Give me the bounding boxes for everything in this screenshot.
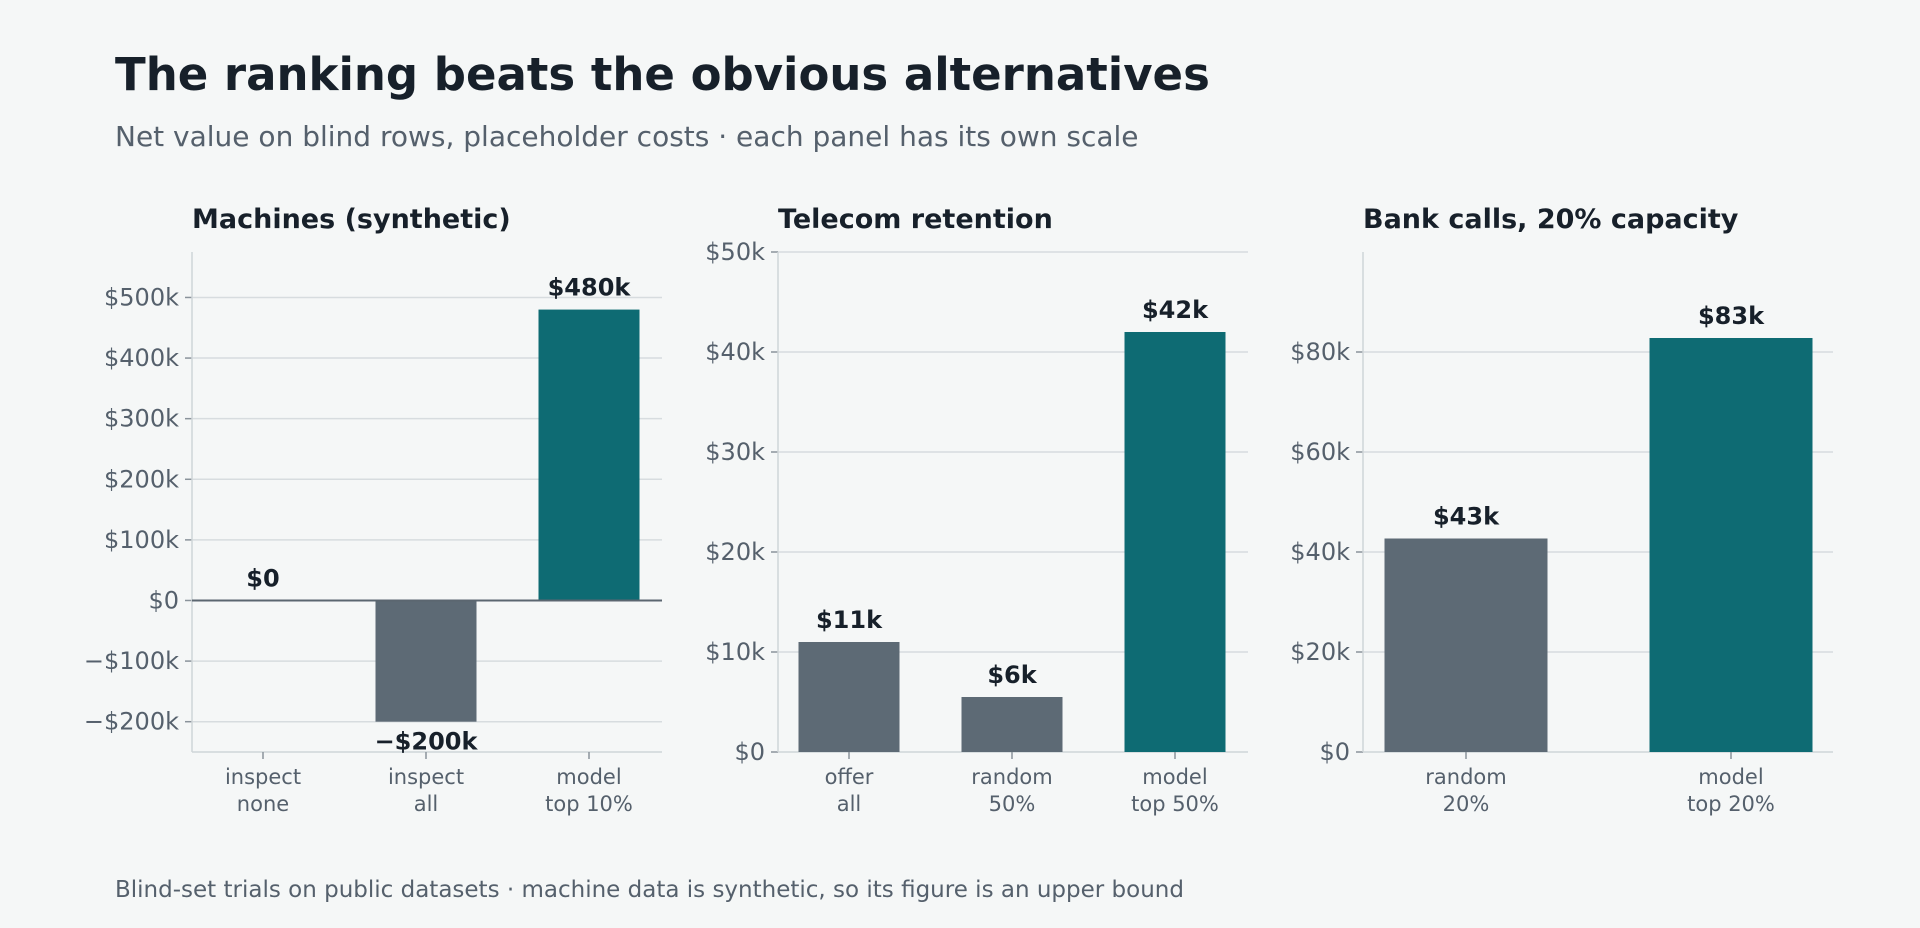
x-tick-label: none [237, 792, 289, 816]
value-label: $11k [816, 606, 883, 634]
y-tick-label: $0 [734, 738, 765, 766]
y-tick-label: $60k [1290, 438, 1350, 466]
x-tick-label: inspect [225, 765, 301, 789]
panel-title: Machines (synthetic) [192, 204, 511, 235]
panel-title: Telecom retention [778, 204, 1053, 235]
y-tick-label: $400k [104, 344, 179, 372]
bar [961, 697, 1063, 752]
y-tick-label: $0 [1319, 738, 1350, 766]
value-label: $480k [548, 274, 632, 302]
x-tick-label: model [1142, 765, 1207, 789]
y-tick-label: $500k [104, 283, 179, 311]
y-tick-label: $300k [104, 405, 179, 433]
y-tick-label: −$100k [84, 647, 179, 675]
value-label: $0 [246, 564, 279, 592]
y-tick-label: $20k [705, 538, 765, 566]
bar [375, 600, 477, 722]
panel-title: Bank calls, 20% capacity [1363, 204, 1739, 235]
y-tick-label: $30k [705, 438, 765, 466]
bar [1649, 338, 1813, 752]
value-label: −$200k [375, 728, 479, 756]
x-tick-label: random [1425, 765, 1506, 789]
y-tick-label: $40k [1290, 538, 1350, 566]
x-tick-label: top 10% [545, 792, 633, 816]
x-tick-label: model [556, 765, 621, 789]
x-tick-label: top 20% [1687, 792, 1775, 816]
y-tick-label: $200k [104, 465, 179, 493]
page-title: The ranking beats the obvious alternativ… [115, 48, 1210, 101]
y-tick-label: $0 [148, 586, 179, 614]
y-tick-label: −$200k [84, 708, 179, 736]
x-tick-label: model [1698, 765, 1763, 789]
x-tick-label: all [837, 792, 862, 816]
value-label: $83k [1698, 302, 1765, 330]
y-tick-label: $50k [705, 238, 765, 266]
bar [798, 642, 900, 752]
y-tick-label: $40k [705, 338, 765, 366]
bar [1384, 538, 1548, 752]
y-tick-label: $20k [1290, 638, 1350, 666]
x-tick-label: top 50% [1131, 792, 1219, 816]
bar [538, 309, 640, 601]
x-tick-label: offer [825, 765, 874, 789]
x-tick-label: inspect [388, 765, 464, 789]
y-tick-label: $10k [705, 638, 765, 666]
value-label: $43k [1433, 503, 1500, 531]
x-tick-label: 50% [989, 792, 1036, 816]
value-label: $42k [1142, 296, 1209, 324]
bar [1124, 332, 1226, 752]
footer-note: Blind-set trials on public datasets · ma… [115, 877, 1184, 903]
y-tick-label: $100k [104, 526, 179, 554]
x-tick-label: random [971, 765, 1052, 789]
x-tick-label: 20% [1443, 792, 1490, 816]
page-subtitle: Net value on blind rows, placeholder cos… [115, 120, 1139, 153]
x-tick-label: all [414, 792, 439, 816]
y-tick-label: $80k [1290, 338, 1350, 366]
value-label: $6k [987, 661, 1037, 689]
